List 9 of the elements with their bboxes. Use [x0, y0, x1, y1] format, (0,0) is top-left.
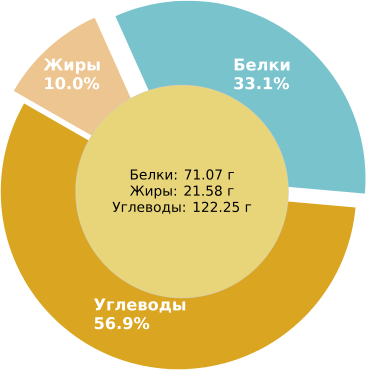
slice-label: Белки — [234, 58, 290, 71]
data-label: 56.9% — [94, 317, 150, 330]
text: Белки: 71.07 г — [130, 169, 234, 180]
text: Жиры: 21.58 г — [130, 186, 234, 199]
data-label: 33.1% — [234, 77, 289, 90]
text: Углеводы: 122.25 г — [112, 202, 252, 214]
slice-label: Углеводы — [94, 298, 186, 313]
slice-label: Жиры — [44, 58, 100, 74]
data-label: 10.0% — [45, 77, 100, 90]
